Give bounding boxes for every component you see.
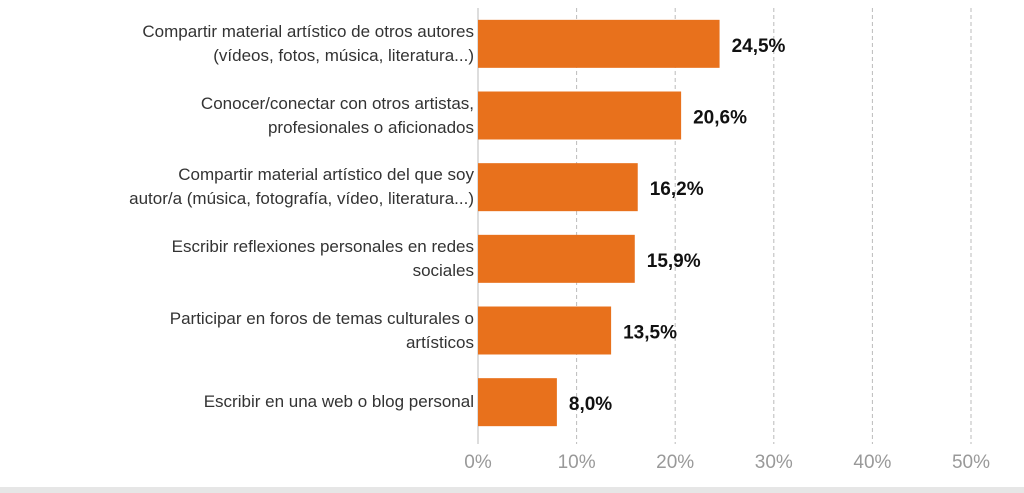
bar — [478, 91, 682, 140]
bar — [478, 378, 557, 427]
x-tick-label: 50% — [952, 452, 990, 473]
bar — [478, 306, 612, 355]
value-label: 13,5% — [623, 323, 677, 344]
value-label: 15,9% — [647, 251, 701, 272]
category-label: Participar en foros de temas culturales … — [169, 308, 474, 352]
bar — [478, 234, 635, 283]
x-tick-label: 40% — [853, 452, 891, 473]
category-label: Escribir en una web o blog personal — [203, 392, 474, 412]
x-tick-label: 0% — [464, 452, 492, 473]
x-tick-label: 10% — [558, 452, 596, 473]
footer-bar — [0, 487, 1024, 493]
value-label: 24,5% — [732, 36, 786, 57]
category-label: Escribir reflexiones personales en redes… — [171, 236, 474, 280]
category-label: Conocer/conectar con otros artistas, pro… — [200, 93, 474, 137]
category-label: Compartir material artístico de otros au… — [142, 21, 474, 65]
x-tick-label: 30% — [755, 452, 793, 473]
value-label: 8,0% — [569, 394, 612, 415]
x-tick-label: 20% — [656, 452, 694, 473]
value-label: 20,6% — [693, 108, 747, 129]
value-label: 16,2% — [650, 179, 704, 200]
category-label: Compartir material artístico del que soy… — [129, 165, 474, 209]
bar — [478, 19, 720, 68]
bar — [478, 163, 638, 212]
